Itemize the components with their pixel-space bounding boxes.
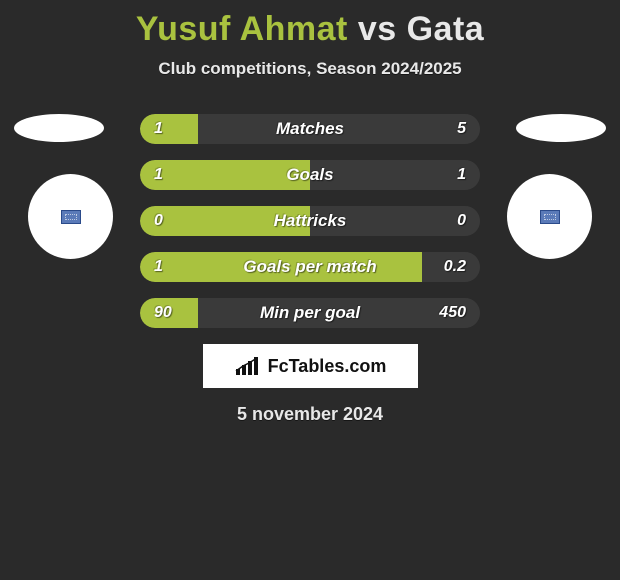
subtitle: Club competitions, Season 2024/2025 [0,59,620,79]
placeholder-icon [540,210,560,224]
stat-bar: 90450Min per goal [140,298,480,328]
bar-label: Min per goal [140,298,480,328]
stat-bar: 10.2Goals per match [140,252,480,282]
stat-bar: 15Matches [140,114,480,144]
country-flag-left [14,114,104,142]
bar-label: Hattricks [140,206,480,236]
country-flag-right [516,114,606,142]
title-vs: vs [358,10,397,48]
title-player2: Gata [407,10,485,48]
comparison-content: 15Matches 11Goals 00Hattricks 10.2Goals per… [0,114,620,425]
stat-bars: 15Matches 11Goals 00Hattricks 10.2Goals per… [140,114,480,328]
club-badge-left [28,174,113,259]
club-badge-right [507,174,592,259]
placeholder-icon [61,210,81,224]
stat-bar: 11Goals [140,160,480,190]
stat-bar: 00Hattricks [140,206,480,236]
footer-site-name: FcTables.com [268,356,387,377]
bar-label: Matches [140,114,480,144]
title-player1: Yusuf Ahmat [136,10,348,48]
footer-date: 5 november 2024 [0,404,620,425]
bar-label: Goals [140,160,480,190]
page-title: Yusuf Ahmat vs Gata [0,0,620,49]
bar-label: Goals per match [140,252,480,282]
bar-chart-icon [234,355,262,377]
footer-logo[interactable]: FcTables.com [203,344,418,388]
